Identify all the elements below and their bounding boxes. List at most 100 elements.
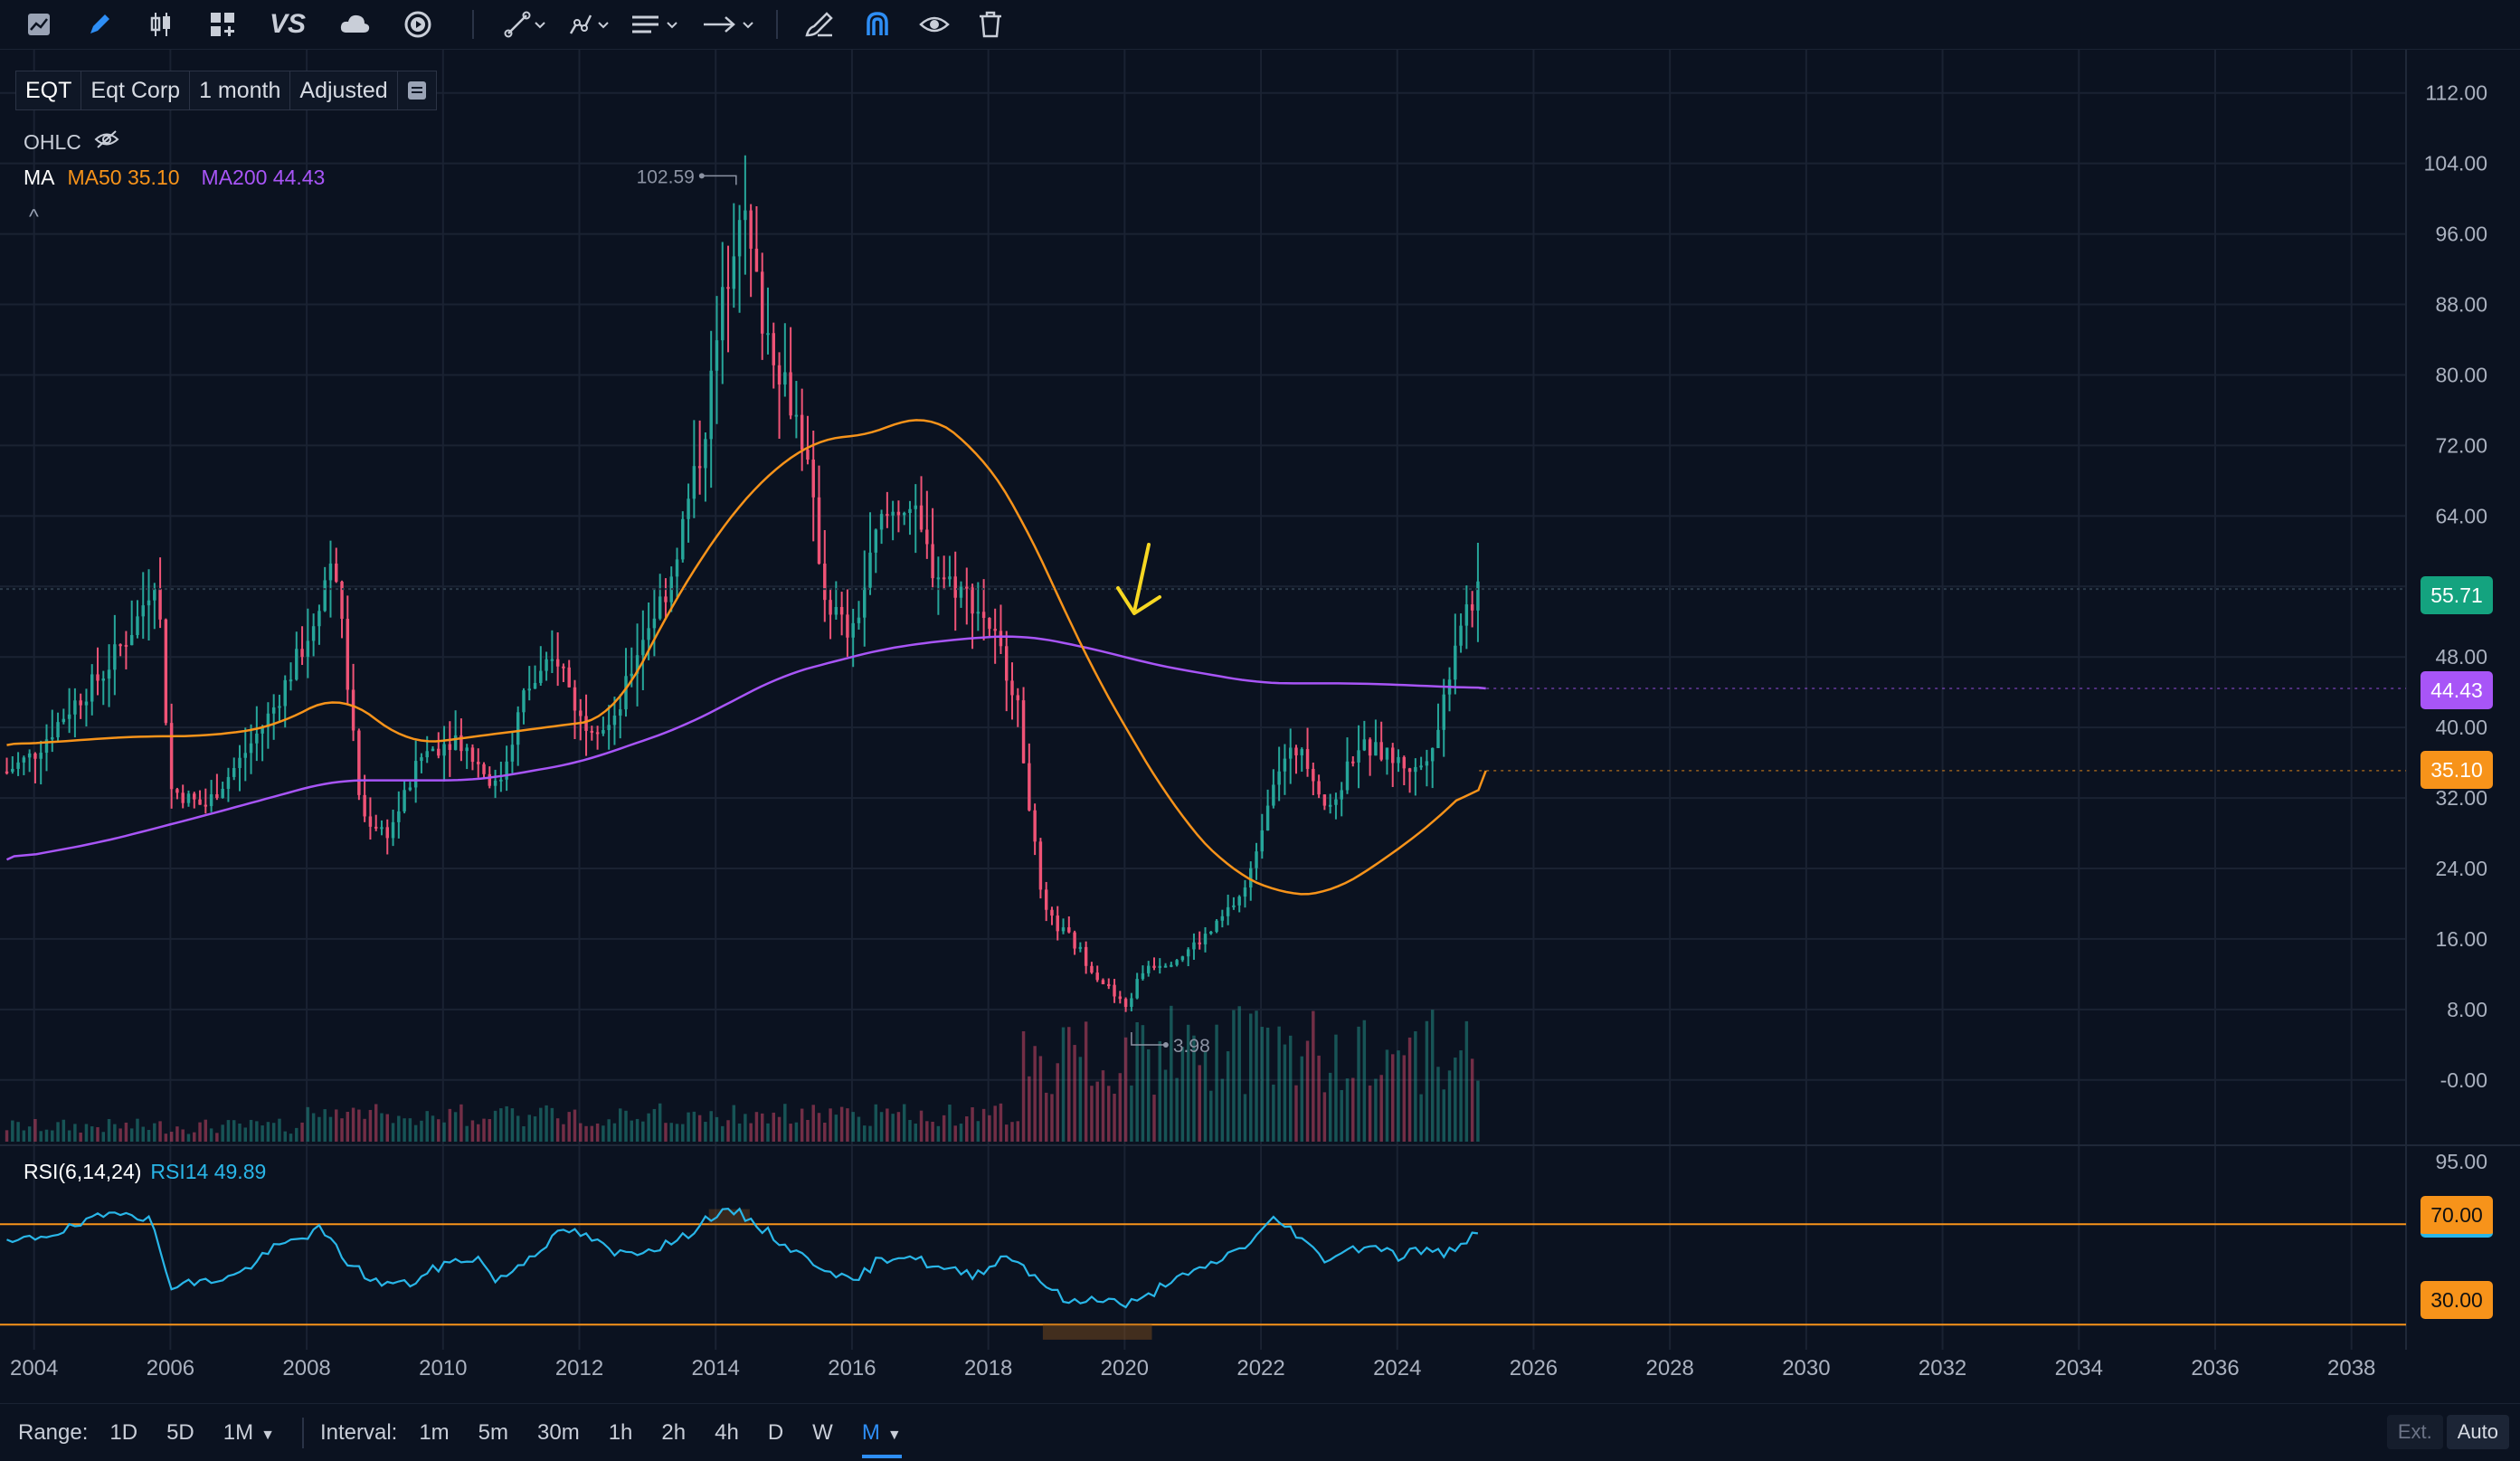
volume-bar [1340,1090,1343,1142]
collapse-chevron-icon[interactable]: ^ [29,204,39,228]
candle-body [193,793,196,800]
trash-icon[interactable] [977,3,1004,46]
volume-bar [1056,1063,1059,1142]
volume-bar [209,1128,213,1142]
adjustment-label[interactable]: Adjusted [290,71,398,109]
volume-bar [107,1119,111,1142]
x-tick-label: 2008 [282,1356,330,1380]
candle-body [73,700,77,715]
volume-bar [169,1132,174,1142]
candle-body [988,618,991,630]
x-tick-label: 2034 [2055,1356,2103,1380]
candle-body [687,498,690,519]
candle-body [777,365,782,385]
candle-body [141,605,145,617]
volume-bar [346,1111,350,1142]
candle-body [368,816,373,827]
candle-body [539,670,543,683]
volume-bar [976,1121,981,1142]
volume-bar [744,1114,747,1142]
interval-30m[interactable]: 30m [537,1419,580,1445]
candle-body [1123,999,1128,1007]
interval-label[interactable]: 1 month [190,71,291,109]
candle-body [266,713,270,727]
candle-body [164,619,168,724]
compare-icon[interactable]: VS [270,9,307,39]
arrow-icon[interactable] [700,3,756,46]
interval-2h[interactable]: 2h [661,1419,687,1445]
interval-1m[interactable]: 1m [419,1419,450,1445]
magnet-icon[interactable] [863,3,892,46]
volume-bar [1198,1065,1201,1142]
volume-bar [1305,1040,1310,1142]
interval-d[interactable]: D [767,1419,784,1445]
candlestick-icon[interactable] [147,3,175,46]
volume-bar [726,1120,730,1142]
volume-bar [255,1121,259,1142]
volume-bar [579,1123,583,1142]
auto-scale-button[interactable]: Auto [2446,1415,2509,1449]
volume-bar [51,1130,54,1142]
volume-bar [760,1113,764,1142]
volume-bar [442,1122,446,1142]
candle-body [806,450,810,460]
high-marker-dot [698,173,705,179]
volume-bar [1044,1092,1048,1142]
volume-bar [948,1105,952,1142]
candle-body [215,794,219,799]
cloud-icon[interactable] [338,3,371,46]
volume-bar [879,1112,884,1142]
interval-4h[interactable]: 4h [715,1419,739,1445]
eye-icon[interactable] [919,3,950,46]
candle-body [1300,749,1303,755]
volume-bar [1061,1027,1066,1142]
volume-bar [612,1123,617,1142]
volume-bar [595,1123,600,1142]
interval-5m[interactable]: 5m [478,1419,509,1445]
chevron-down-icon: ▼ [886,1427,902,1443]
volume-bar [1447,1070,1452,1142]
trendline-icon[interactable] [503,3,546,46]
candle-body [442,744,446,756]
range-1m[interactable]: 1M ▼ [209,1420,289,1446]
candle-body [891,511,895,516]
volume-bar [829,1108,832,1142]
chart-type-icon[interactable] [25,3,52,46]
candle-body [754,248,759,272]
interval-1h[interactable]: 1h [608,1419,633,1445]
candle-body [420,757,423,762]
extended-hours-button[interactable]: Ext. [2386,1415,2443,1449]
volume-bar [624,1110,628,1142]
lines-icon[interactable] [630,3,680,46]
volume-bar [800,1108,804,1142]
path-icon[interactable] [566,3,610,46]
volume-bar [380,1113,384,1142]
range-1d[interactable]: 1D [109,1419,138,1445]
rsi-tick-label: 95.00 [2435,1150,2487,1173]
candle-body [709,370,713,440]
range-5d[interactable]: 5D [166,1419,194,1445]
volume-bar [340,1118,344,1142]
symbol-ticker[interactable]: EQT [16,71,82,109]
replay-icon[interactable] [403,3,432,46]
volume-bar [925,1121,929,1142]
volume-bar [1175,1077,1179,1142]
volume-bar [1203,1051,1208,1142]
interval-label-bottom: Interval: [319,1419,398,1445]
candle-body [1033,810,1037,842]
candle-body [221,789,224,799]
interval-m[interactable]: M ▼ [848,1420,916,1458]
volume-bar [1005,1124,1009,1142]
volume-bar [1334,1034,1338,1142]
details-icon[interactable] [398,71,436,109]
brush-icon[interactable] [803,3,836,46]
rsi14-line [6,1207,1479,1309]
candle-body [1021,700,1026,764]
eye-off-icon[interactable] [94,129,119,155]
layout-grid-icon[interactable] [208,3,237,46]
interval-w[interactable]: W [812,1419,833,1445]
volume-bar [584,1125,588,1142]
candle-body [1146,965,1151,973]
pencil-icon[interactable] [85,3,114,46]
